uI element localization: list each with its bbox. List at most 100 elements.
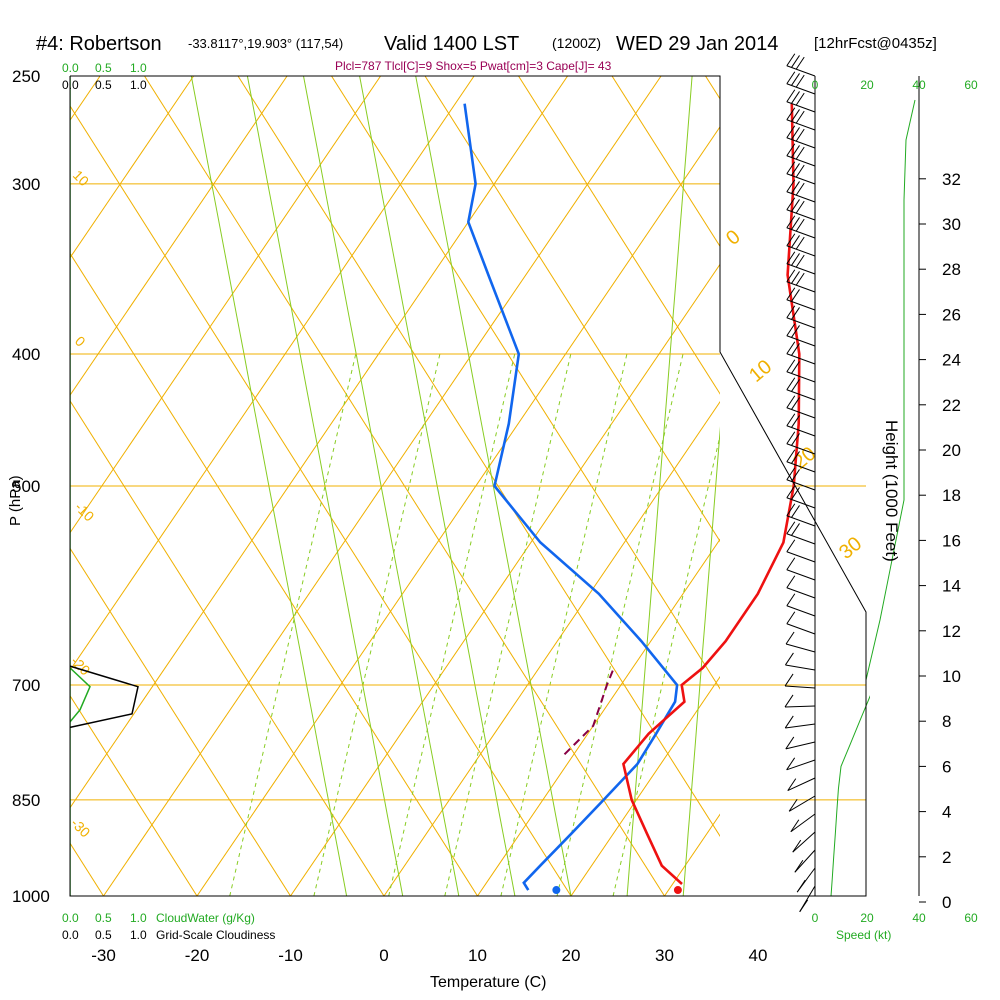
isotherm: [852, 76, 1000, 896]
isotherm: [0, 76, 7, 896]
top-cloudwater-scale: 0.0 0.5 1.0: [62, 61, 147, 75]
wind-barb-feather: [786, 593, 796, 607]
pressure-tick-label: 300: [12, 175, 40, 194]
height-tick-label: 8: [942, 712, 951, 731]
wind-barb-feather: [795, 128, 805, 142]
speed-tick-bottom: 60: [964, 911, 978, 925]
top-cw-0: 0.0: [62, 61, 79, 75]
wind-barb-feather: [786, 89, 796, 103]
wind-barb-feather: [786, 143, 796, 157]
bot-cl-2: 1.0: [130, 928, 147, 942]
wind-barb: [786, 569, 816, 581]
wind-barb: [786, 245, 816, 257]
wind-barb-feather: [786, 179, 796, 193]
wind-barb-feather: [786, 575, 796, 589]
mixing-ratio-line: [229, 353, 357, 896]
height-tick-label: 30: [942, 215, 961, 234]
wind-barb: [786, 263, 816, 275]
isotherm-label: 10: [745, 356, 776, 387]
wind-barb-feather: [786, 53, 796, 67]
wind-speed-upper-line: [865, 99, 916, 681]
wind-barb-feather: [784, 694, 794, 708]
wind-barb: [786, 191, 816, 203]
wind-barb-feather: [791, 433, 800, 446]
pressure-tick-label: 700: [12, 676, 40, 695]
bot-cw-1: 0.5: [95, 911, 112, 925]
wind-barb: [786, 623, 816, 635]
wind-barb-feather: [795, 56, 805, 70]
height-tick-label: 4: [942, 803, 951, 822]
wind-barb: [786, 389, 816, 401]
height-tick-label: 14: [942, 577, 961, 596]
moist-adiabat: [415, 76, 572, 896]
wind-barb: [786, 605, 816, 617]
wind-barb: [786, 353, 816, 365]
parcel-profile: [563, 667, 615, 756]
dry-adiabat: [986, 76, 1000, 896]
top-cw-1: 0.5: [95, 61, 112, 75]
mixing-ratio-line: [612, 433, 720, 896]
height-tick-label: 2: [942, 848, 951, 867]
wind-barb-feather: [791, 397, 800, 410]
wind-barb: [786, 407, 816, 419]
wind-barbs: [784, 53, 816, 913]
wind-barb: [786, 173, 816, 185]
bot-cl-1: 0.5: [95, 928, 112, 942]
wind-barb-feather: [786, 611, 796, 625]
wind-barb-feather: [791, 523, 800, 536]
pressure-tick-label: 850: [12, 791, 40, 810]
wind-barb: [786, 533, 816, 545]
moist-adiabat: [359, 76, 516, 896]
wind-barb-feather: [786, 557, 796, 571]
height-tick-label: 12: [942, 622, 961, 641]
wind-barb-feather: [796, 879, 806, 893]
wind-barb-feather: [791, 235, 800, 248]
wind-barb-feather: [785, 736, 795, 750]
wind-barb: [786, 317, 816, 329]
wind-barb-feather: [795, 218, 805, 232]
wind-barb-feather: [791, 307, 800, 320]
wind-barb-feather: [795, 74, 805, 88]
wind-barb-feather: [795, 236, 805, 250]
moist-adiabat: [190, 76, 348, 896]
wind-barb-feather: [790, 819, 800, 833]
dry-adiabat-label: -10: [72, 499, 98, 525]
wind-barb: [788, 795, 816, 812]
speed-tick-bottom: 0: [812, 911, 819, 925]
profiles: [69, 53, 916, 913]
wind-barb-feather: [791, 271, 800, 284]
surface-dewpoint-marker: [552, 886, 561, 895]
top-cl-1: 0.5: [95, 78, 112, 92]
surface-temperature-marker: [673, 886, 682, 895]
temperature-tick-label: -10: [278, 946, 303, 965]
wind-barb-feather: [788, 798, 798, 812]
mixing-ratio-line: [556, 353, 684, 896]
wind-barb-feather: [791, 91, 800, 104]
wind-barb-feather: [786, 107, 796, 121]
wind-barb-feather: [784, 673, 794, 687]
height-tick-label: 26: [942, 305, 961, 324]
wind-barb-feather: [791, 145, 800, 158]
wind-barb: [790, 813, 816, 833]
wind-barb: [785, 723, 816, 729]
wind-barb-feather: [791, 163, 800, 176]
top-cw-2: 1.0: [130, 61, 147, 75]
wind-barb-feather: [786, 305, 796, 319]
forecast-info: [12hrFcst@0435z]: [814, 35, 937, 52]
speed-scale-bottom: 0 20 40 60: [812, 911, 978, 925]
wind-barb: [786, 587, 816, 599]
forecast-date: WED 29 Jan 2014: [616, 33, 778, 55]
wind-barb: [784, 705, 816, 708]
wind-barb-feather: [786, 269, 796, 283]
dewpoint-profile: [463, 103, 679, 891]
height-axis-title: Height (1000 Feet): [882, 420, 901, 562]
wind-barb: [785, 685, 816, 689]
wind-barb: [785, 643, 816, 653]
height-tick-label: 28: [942, 260, 961, 279]
wind-barb-feather: [791, 181, 800, 194]
cloudiness-label: Grid-Scale Cloudiness: [156, 928, 275, 942]
temperature-tick-label: -20: [185, 946, 210, 965]
wind-barb: [786, 425, 816, 437]
wind-barb-feather: [795, 200, 805, 214]
